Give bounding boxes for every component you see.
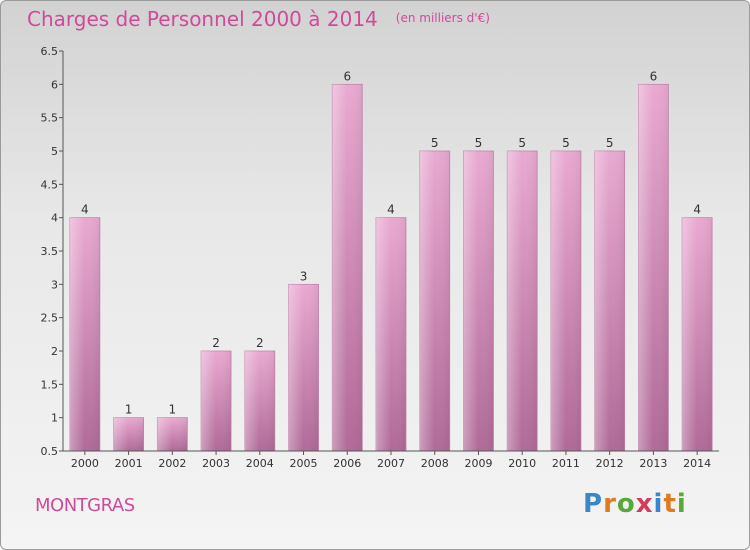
bar-sheen — [113, 417, 144, 451]
y-axis: 0.5 1 1.5 2 2.5 3 3.5 4 4.5 5 5.5 6 6.5 — [41, 45, 64, 458]
y-tick-label: 3 — [51, 278, 58, 291]
y-tick-label: 4.5 — [41, 178, 59, 191]
x-tick-label: 2012 — [596, 457, 624, 470]
x-tick-label: 2013 — [639, 457, 667, 470]
bar-sheen — [594, 151, 625, 451]
bar-value-label: 1 — [169, 403, 177, 417]
x-tick-label: 2008 — [421, 457, 449, 470]
bar-value-label: 5 — [518, 136, 526, 150]
bar-sheen — [288, 284, 319, 451]
bar-sheen — [157, 417, 188, 451]
y-tick-label: 2.5 — [41, 312, 59, 325]
chart-title: Charges de Personnel 2000 à 2014 (en mill… — [27, 7, 490, 31]
bar-sheen — [638, 84, 669, 451]
logo-letter: r — [603, 489, 617, 519]
logo-letter: i — [653, 489, 664, 519]
logo-letter: P — [583, 489, 604, 519]
bar-sheen — [201, 351, 232, 451]
bar-value-label: 6 — [343, 69, 351, 83]
y-tick-label: 5.5 — [41, 112, 59, 125]
logo-letter: o — [616, 489, 636, 519]
bar-value-label: 5 — [475, 136, 483, 150]
x-tick-label: 2005 — [290, 457, 318, 470]
bar-value-label: 4 — [693, 203, 701, 217]
x-tick-label: 2011 — [552, 457, 580, 470]
y-tick-label: 0.5 — [41, 445, 59, 458]
y-tick-label: 5 — [51, 145, 58, 158]
logo-letter: i — [676, 489, 687, 519]
y-tick-label: 4 — [51, 212, 58, 225]
x-tick-label: 2000 — [71, 457, 99, 470]
x-axis: 2000 2001 2002 2003 2004 2005 2006 2007 2008 2009… — [63, 450, 719, 470]
x-tick-label: 2001 — [115, 457, 143, 470]
x-tick-label: 2006 — [333, 457, 361, 470]
y-tick-label: 6.5 — [41, 45, 59, 58]
y-tick-label: 1 — [51, 412, 58, 425]
bar-sheen — [244, 351, 275, 451]
bar-sheen — [550, 151, 581, 451]
bar-value-label: 3 — [300, 269, 308, 283]
y-tick-label: 6 — [51, 78, 58, 91]
x-tick-label: 2002 — [158, 457, 186, 470]
y-tick-label: 1.5 — [41, 378, 59, 391]
bar-value-label: 4 — [81, 203, 89, 217]
bar-value-label: 5 — [562, 136, 570, 150]
x-tick-label: 2014 — [683, 457, 711, 470]
bar-sheen — [332, 84, 363, 451]
x-tick-label: 2010 — [508, 457, 536, 470]
x-tick-label: 2007 — [377, 457, 405, 470]
bar-sheen — [419, 151, 450, 451]
chart-title-text: Charges de Personnel 2000 à 2014 — [27, 7, 378, 31]
y-tick-label: 2 — [51, 345, 58, 358]
bar-value-label: 2 — [212, 336, 220, 350]
y-tick-label: 3.5 — [41, 245, 59, 258]
logo-letter: x — [635, 489, 654, 519]
proxiti-logo: Proxiti — [583, 489, 687, 519]
bar-value-label: 2 — [256, 336, 264, 350]
bar-sheen — [682, 217, 713, 451]
chart-subtitle: (en milliers d'€) — [395, 11, 490, 25]
bar-value-label: 5 — [431, 136, 439, 150]
commune-name: MONTGRAS — [35, 495, 135, 516]
bar-sheen — [463, 151, 494, 451]
bar-sheen — [507, 151, 538, 451]
x-tick-label: 2004 — [246, 457, 274, 470]
x-tick-label: 2009 — [464, 457, 492, 470]
bar-sheen — [69, 217, 100, 451]
logo-letter: t — [663, 489, 677, 519]
bar-value-label: 5 — [606, 136, 614, 150]
bar-value-label: 1 — [125, 403, 133, 417]
bar-value-label: 6 — [650, 69, 658, 83]
bars: 4 1 1 2 2 3 6 4 5 5 5 5 5 6 4 — [69, 69, 713, 452]
x-tick-label: 2003 — [202, 457, 230, 470]
bar-value-label: 4 — [387, 203, 395, 217]
bar-sheen — [376, 217, 406, 451]
